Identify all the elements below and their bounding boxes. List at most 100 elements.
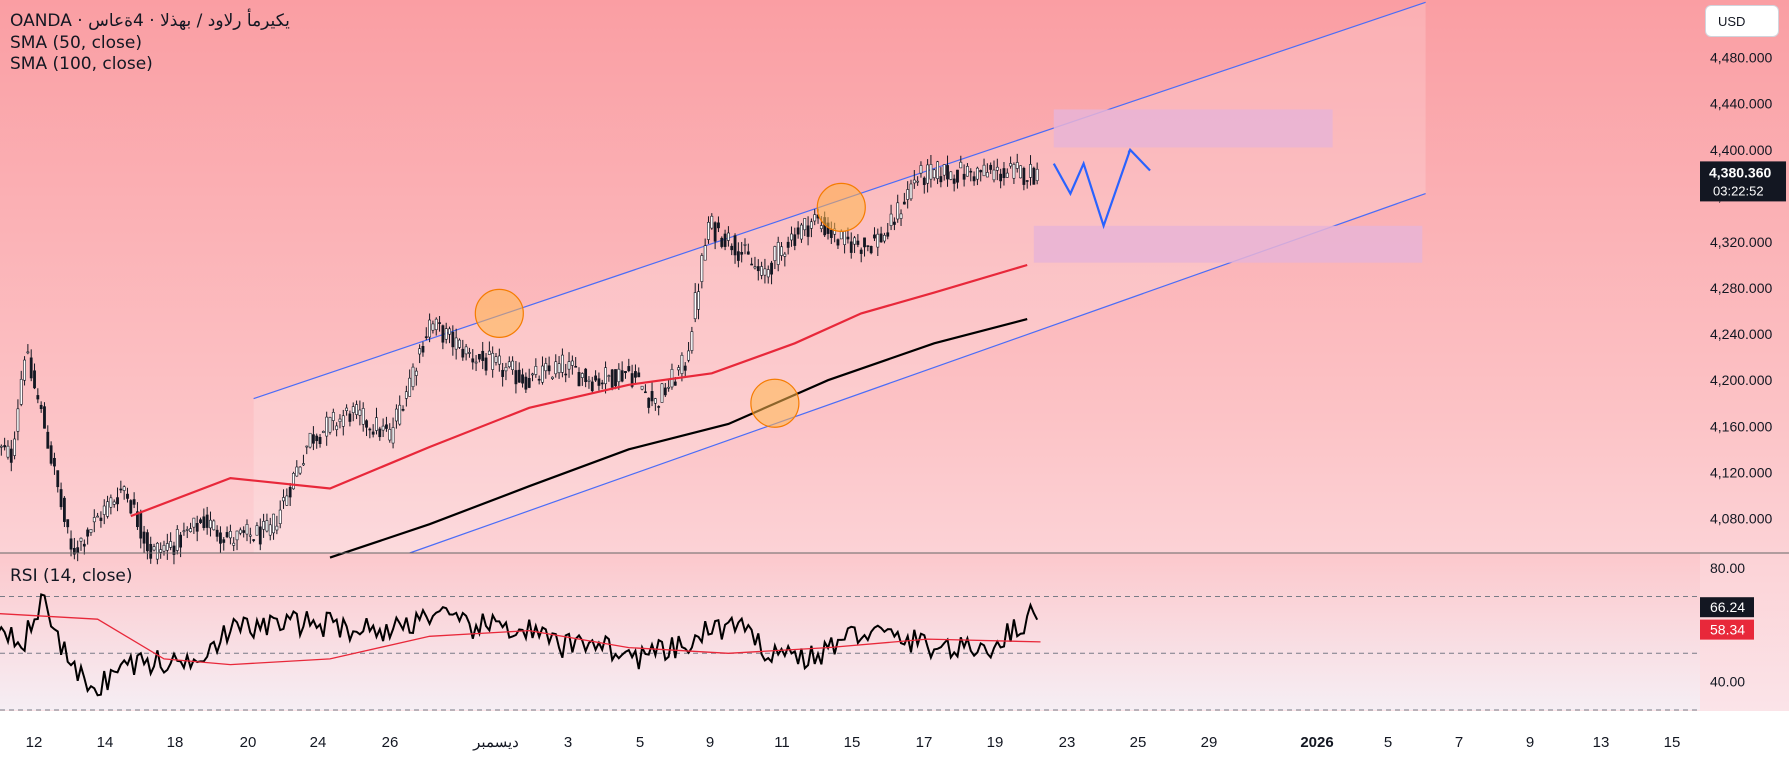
candle-body (487, 350, 491, 355)
candle-body (82, 543, 86, 547)
candle-body (663, 387, 667, 396)
candle-body (232, 542, 236, 546)
candle-body (477, 353, 481, 360)
candle-body (531, 373, 534, 376)
candle-body (657, 406, 661, 408)
candle-body (295, 466, 299, 477)
projection-path[interactable] (1052, 149, 1132, 230)
candle-body (627, 366, 631, 372)
candle-body (318, 436, 322, 445)
candle-body (693, 292, 697, 320)
candle-body (620, 370, 624, 382)
candle-body (517, 369, 521, 383)
candle-body (275, 525, 279, 531)
candle-body (215, 529, 219, 537)
candle-body (726, 232, 730, 241)
candle-body (836, 239, 840, 246)
candle-body (179, 534, 183, 548)
highlight-circle-3[interactable] (750, 378, 800, 428)
candle-body (385, 424, 388, 429)
candle-body (235, 530, 239, 541)
candle-body (554, 361, 558, 375)
zone-rectangle-2[interactable] (1033, 225, 1423, 263)
rsi-value-label: 66.24 (1710, 599, 1745, 615)
candle-body (574, 365, 578, 368)
candle-body (677, 367, 681, 371)
candle-body (9, 448, 13, 463)
candle-body (936, 161, 939, 179)
candle-body (962, 173, 966, 180)
candle-body (643, 391, 647, 394)
candle-body (497, 355, 501, 365)
rsi-line (0, 593, 1039, 697)
candle-body (926, 164, 930, 184)
candle-body (590, 381, 594, 392)
candle-body (53, 457, 56, 467)
rsi-pane (0, 593, 1700, 711)
candle-body (285, 495, 289, 506)
candle-body (338, 418, 342, 422)
candle-body (444, 328, 448, 340)
candle-body (966, 166, 969, 177)
candle-body (76, 547, 80, 553)
candle-body (610, 369, 614, 388)
candle-body (348, 413, 352, 422)
currency-selector-button[interactable]: USD (1705, 5, 1779, 37)
candle-body (242, 530, 246, 533)
candle-body (720, 237, 724, 247)
candle-body (29, 357, 33, 379)
candle-body (942, 164, 946, 176)
candle-body (229, 531, 232, 539)
candle-body (617, 368, 621, 383)
candle-body (700, 255, 704, 282)
candle-body (169, 541, 173, 548)
candle-body (534, 366, 538, 375)
rsi-tick-label: 80.00 (1710, 560, 1745, 576)
candle-body (238, 529, 242, 534)
candle-body (876, 233, 880, 248)
candle-body (335, 425, 339, 430)
sma100-legend: SMA (100, close) (10, 54, 153, 74)
candle-body (756, 266, 760, 272)
candle-body (773, 246, 777, 261)
candle-body (189, 528, 192, 532)
highlight-circle-2[interactable] (816, 182, 866, 232)
rsi-tick-label: 40.00 (1710, 674, 1745, 690)
candle-body (89, 529, 93, 533)
axes: 4,080.000 4,120.000 4,160.000 4,200.000 4,24… (0, 4, 1789, 759)
candle-body (577, 372, 581, 387)
candle-body (265, 520, 269, 532)
candle-body (268, 524, 272, 536)
candle-body (869, 246, 873, 254)
candle-body (922, 177, 926, 185)
date-tick-label: 7 (1455, 734, 1463, 751)
candle-body (195, 523, 199, 532)
candle-body (956, 169, 959, 183)
candle-body (468, 352, 471, 354)
candle-body (86, 529, 90, 537)
date-tick-label: 18 (167, 734, 184, 751)
candle-body (481, 350, 485, 361)
candle-body (59, 489, 63, 508)
date-tick-label: 26 (382, 734, 399, 751)
candle-body (119, 488, 123, 491)
candle-body (155, 542, 159, 560)
candle-body (604, 367, 607, 385)
candle-body (126, 493, 129, 499)
candle-body (859, 249, 863, 254)
candle-body (255, 525, 259, 536)
zone-rectangle-1[interactable] (1053, 109, 1333, 148)
candle-body (989, 164, 993, 170)
highlight-circle-1[interactable] (474, 288, 524, 338)
candle-body (182, 530, 186, 533)
price-tick-label: 4,400.000 (1710, 142, 1772, 158)
rsi-background (0, 553, 1700, 710)
candle-body (298, 466, 302, 474)
date-tick-label: 13 (1593, 734, 1610, 751)
price-tick-label: 4,320.000 (1710, 234, 1772, 250)
date-tick-label: 24 (310, 734, 327, 751)
candle-body (580, 373, 584, 378)
candle-body (853, 237, 856, 245)
candle-body (438, 322, 441, 324)
